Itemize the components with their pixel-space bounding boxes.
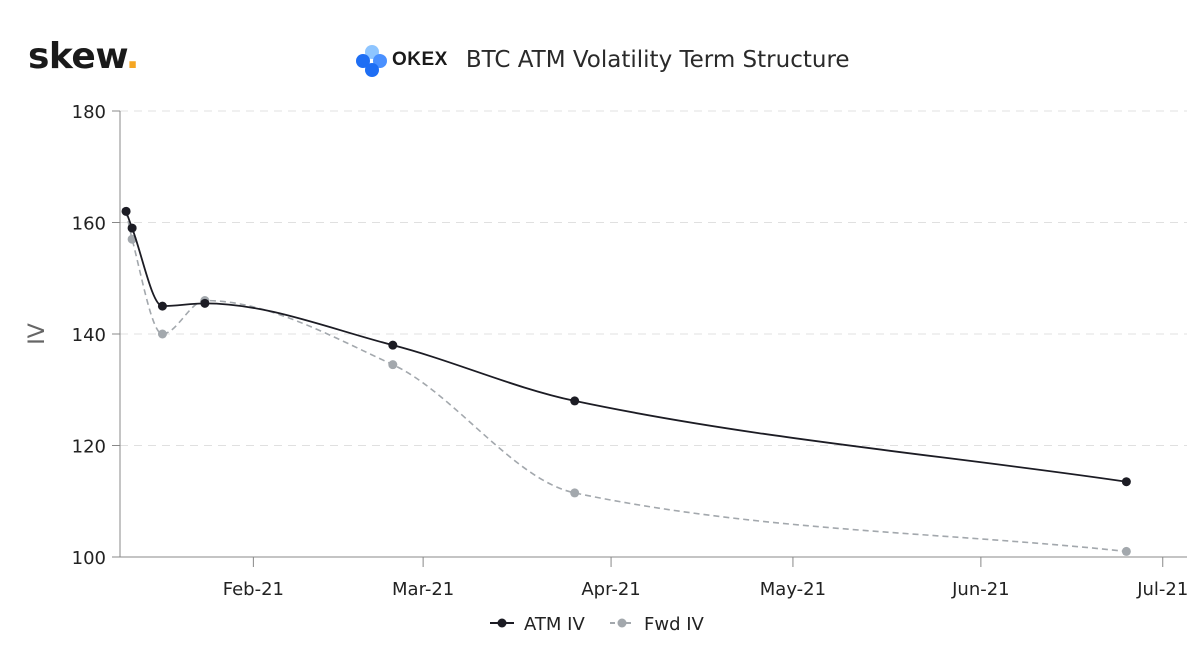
y-tick-label: 140: [72, 325, 106, 346]
axes: 100 120 140 160 180 IV Feb-21 Mar-21 Apr-21 May-2…: [25, 102, 1188, 600]
legend-swatch-marker: [617, 618, 627, 628]
data-point-fwd-iv: [157, 329, 167, 339]
y-tick-label: 100: [72, 548, 106, 569]
legend: ATM IV Fwd IV: [490, 614, 705, 635]
legend-item-atm-iv: ATM IV: [490, 614, 585, 635]
y-tick-label: 180: [72, 102, 106, 123]
legend-item-fwd-iv: Fwd IV: [610, 614, 705, 635]
logo-dot: .: [125, 36, 140, 77]
data-point-atm-iv: [157, 301, 167, 311]
y-tick-label: 160: [72, 214, 106, 235]
data-point-fwd-iv: [1121, 546, 1131, 556]
data-point-atm-iv: [127, 223, 137, 233]
skew-logo: skew.: [28, 36, 139, 77]
series-line-fwd-iv: [125, 211, 1127, 553]
data-point-atm-iv: [570, 396, 580, 406]
x-tick-label: Feb-21: [223, 579, 284, 600]
y-tick-label: 120: [72, 437, 106, 458]
grid-lines: [120, 110, 1187, 446]
data-point-atm-iv: [1121, 477, 1131, 487]
okex-logo-icon: [356, 45, 387, 77]
chart-header: OKEX BTC ATM Volatility Term Structure: [354, 42, 850, 78]
x-tick-label: Jun-21: [951, 579, 1010, 600]
legend-label: ATM IV: [524, 614, 585, 635]
x-tick-label: Mar-21: [392, 579, 454, 600]
series: [121, 206, 1131, 556]
x-tick-label: May-21: [760, 579, 826, 600]
chart-title: BTC ATM Volatility Term Structure: [465, 47, 850, 73]
x-tick-label: Jul-21: [1136, 579, 1188, 600]
y-axis-title: IV: [25, 323, 50, 345]
data-point-atm-iv: [200, 298, 210, 308]
data-point-atm-iv: [388, 340, 398, 350]
series-line-atm-iv: [125, 211, 1127, 483]
legend-swatch-marker: [497, 618, 507, 628]
x-tick-label: Apr-21: [581, 579, 640, 600]
data-point-fwd-iv: [570, 488, 580, 498]
exchange-name: OKEX: [392, 49, 448, 70]
logo-text: skew: [28, 36, 126, 77]
data-point-atm-iv: [121, 206, 131, 216]
legend-label: Fwd IV: [644, 614, 705, 635]
data-point-fwd-iv: [388, 360, 398, 370]
